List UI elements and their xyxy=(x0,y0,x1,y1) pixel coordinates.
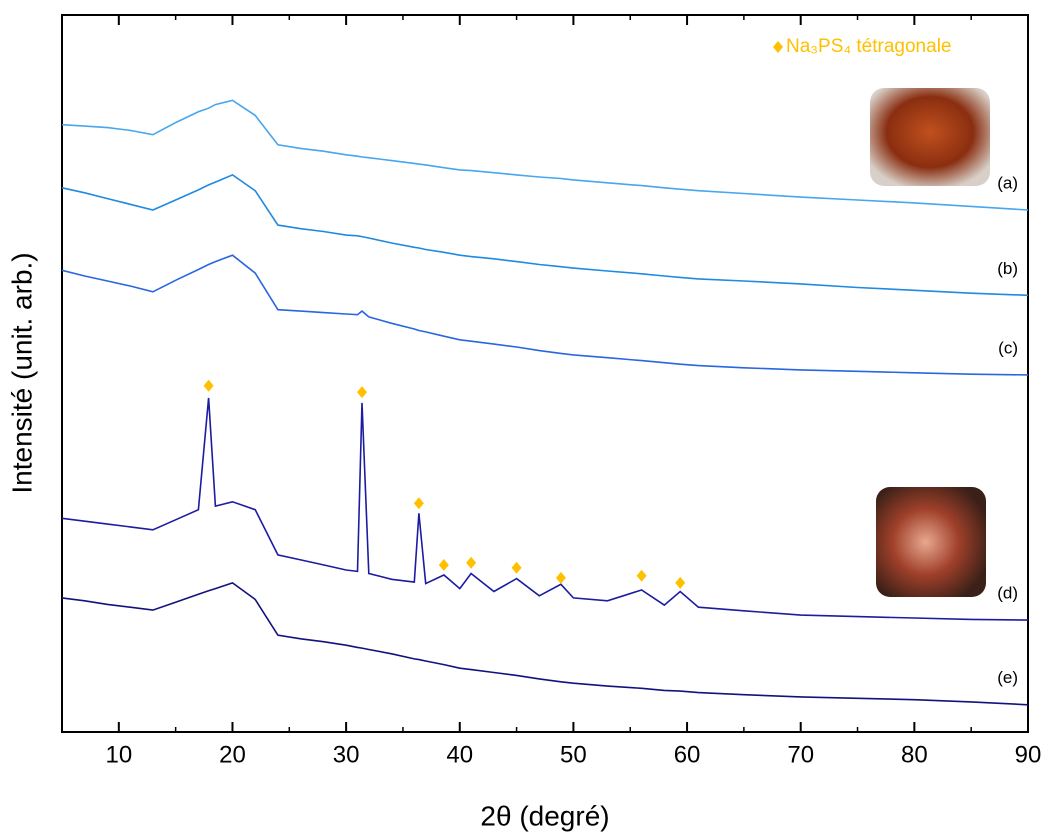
x-tick-label: 70 xyxy=(787,741,814,768)
x-tick-label: 40 xyxy=(446,741,473,768)
peak-marker xyxy=(675,576,686,589)
peak-marker xyxy=(636,569,647,582)
series-label: (b) xyxy=(997,259,1018,278)
series-line xyxy=(61,397,1029,621)
peak-marker xyxy=(203,379,214,392)
plot-frame xyxy=(61,14,1029,733)
legend-label: Na₃PS₄ tétragonale xyxy=(786,36,951,57)
series-label: (d) xyxy=(997,584,1018,603)
peak-marker xyxy=(357,386,368,399)
photo xyxy=(876,487,986,597)
series-label: (e) xyxy=(997,668,1018,687)
series-line xyxy=(61,99,1029,211)
x-tick-label: 50 xyxy=(560,741,587,768)
x-axis-title: 2θ (degré) xyxy=(480,800,609,831)
photo xyxy=(870,88,990,186)
series-line xyxy=(61,582,1029,706)
x-tick-label: 60 xyxy=(674,741,701,768)
peak-marker xyxy=(511,561,522,574)
series-label: (c) xyxy=(998,338,1018,357)
peak-marker xyxy=(413,497,424,510)
x-tick-label: 20 xyxy=(219,741,246,768)
x-tick-label: 90 xyxy=(1015,741,1042,768)
series-line xyxy=(61,254,1029,376)
series-line xyxy=(61,173,1029,297)
legend-symbol xyxy=(773,41,783,53)
peak-marker xyxy=(466,556,477,569)
y-axis-title: Intensité (unit. arb.) xyxy=(6,252,37,493)
x-tick-label: 10 xyxy=(105,741,132,768)
peak-marker xyxy=(555,571,566,584)
series-label: (a) xyxy=(997,174,1018,193)
x-tick-label: 80 xyxy=(901,741,928,768)
peak-marker xyxy=(438,558,449,571)
x-tick-label: 30 xyxy=(333,741,360,768)
